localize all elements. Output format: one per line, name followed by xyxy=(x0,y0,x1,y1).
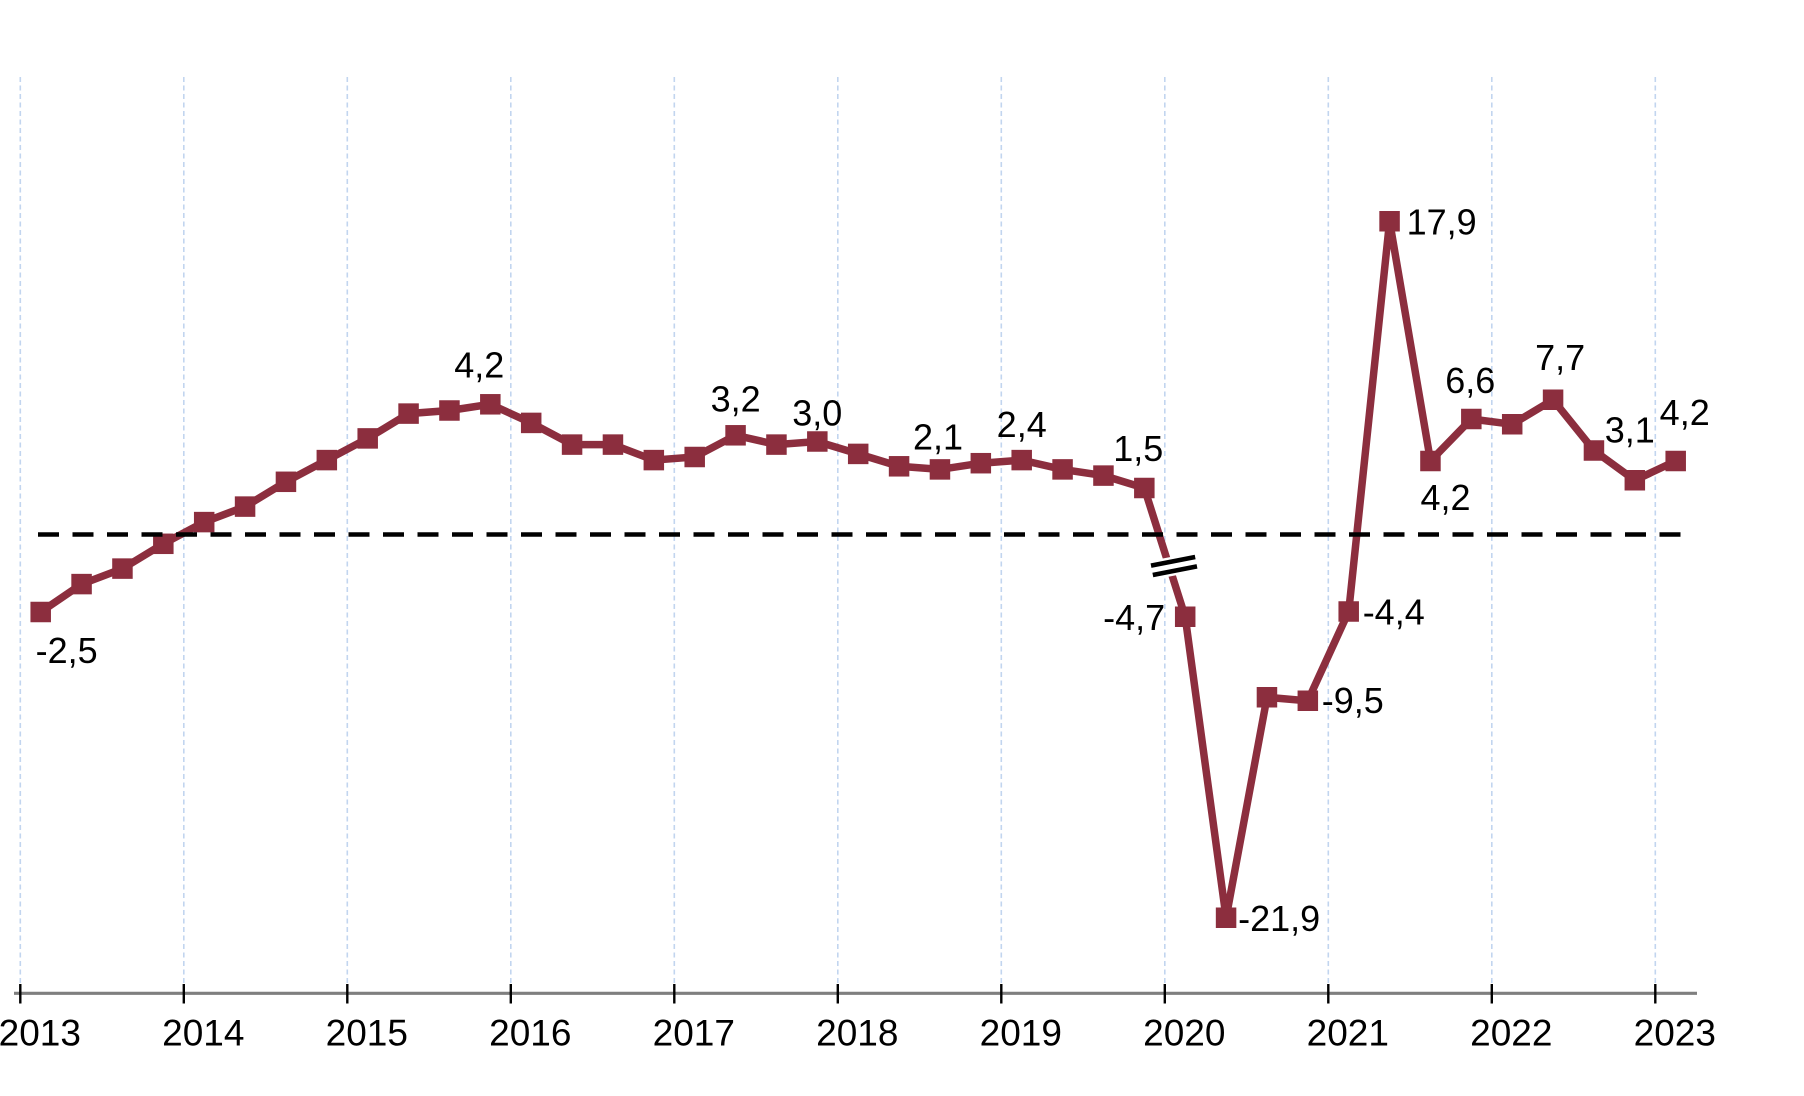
data-point-label: -21,9 xyxy=(1238,898,1320,939)
data-point-marker xyxy=(112,558,133,579)
data-point-label: 2,1 xyxy=(913,416,963,457)
x-tick-label: 2021 xyxy=(1307,1013,1389,1054)
data-point-marker xyxy=(1052,459,1073,480)
data-point-label: -4,7 xyxy=(1103,597,1165,638)
data-point-marker xyxy=(847,443,869,465)
data-point-marker xyxy=(1665,450,1686,472)
data-point-marker xyxy=(1420,450,1441,472)
x-tick-label: 2016 xyxy=(489,1013,571,1054)
data-point-marker xyxy=(1624,470,1646,491)
data-point-label: -2,5 xyxy=(36,630,98,671)
data-point-marker xyxy=(520,412,542,434)
series-markers xyxy=(30,211,1686,928)
data-point-marker xyxy=(970,452,992,474)
data-point-marker xyxy=(1174,606,1196,627)
data-point-marker xyxy=(1256,687,1278,708)
x-axis-ticks xyxy=(19,984,1657,1004)
data-point-marker xyxy=(1461,408,1482,430)
x-tick-label: 2017 xyxy=(653,1013,735,1054)
data-point-marker xyxy=(766,434,787,455)
data-point-marker xyxy=(1338,601,1359,622)
data-point-label: 3,2 xyxy=(711,378,761,419)
data-point-marker xyxy=(1583,440,1605,461)
data-point-marker xyxy=(725,425,746,446)
x-tick-label: 2020 xyxy=(1143,1013,1225,1054)
data-point-marker xyxy=(1379,211,1400,232)
data-point-label: -4,4 xyxy=(1363,592,1425,633)
data-point-marker xyxy=(643,449,665,471)
data-point-marker xyxy=(398,403,419,424)
data-point-marker xyxy=(929,459,951,480)
data-point-label: -9,5 xyxy=(1322,680,1384,721)
data-point-marker xyxy=(1134,477,1155,499)
x-tick-label: 2022 xyxy=(1470,1013,1552,1054)
data-point-marker xyxy=(807,431,828,452)
data-point-marker xyxy=(684,446,705,468)
data-point-marker xyxy=(153,533,174,555)
data-point-marker xyxy=(30,601,51,623)
series-line-group xyxy=(38,220,1678,919)
data-point-marker xyxy=(357,428,378,449)
x-tick-label: 2023 xyxy=(1634,1013,1716,1054)
x-tick-label: 2015 xyxy=(326,1013,408,1054)
data-point-marker xyxy=(602,434,624,455)
vertical-gridlines xyxy=(19,77,1657,985)
data-point-marker xyxy=(234,496,256,517)
x-tick-label: 2018 xyxy=(816,1013,898,1054)
data-point-marker xyxy=(71,573,92,595)
data-point-marker xyxy=(888,456,910,477)
x-tick-label: 2014 xyxy=(162,1013,244,1054)
axis-break-mark xyxy=(1148,552,1200,580)
data-point-marker xyxy=(275,471,297,493)
x-tick-label: 2013 xyxy=(0,1013,81,1054)
x-axis-labels: 2013 2014 2015 2016 2017 2018 2019 2020 2021 2022… xyxy=(0,1013,1716,1054)
data-point-label: 7,7 xyxy=(1535,337,1585,378)
x-tick-label: 2019 xyxy=(980,1013,1062,1054)
data-point-marker xyxy=(480,394,501,415)
data-point-label: 17,9 xyxy=(1407,201,1477,242)
data-point-marker xyxy=(1297,690,1319,711)
data-point-label: 3,0 xyxy=(792,393,842,434)
data-point-label: 4,2 xyxy=(1420,477,1470,518)
data-point-marker xyxy=(1011,449,1032,471)
data-point-marker xyxy=(1215,907,1237,928)
data-point-label: 2,4 xyxy=(997,404,1047,445)
data-point-marker xyxy=(1501,414,1523,435)
data-point-marker xyxy=(316,449,338,471)
data-point-marker xyxy=(561,434,583,455)
data-point-label: 4,2 xyxy=(1660,392,1710,433)
data-point-label: 6,6 xyxy=(1445,360,1495,401)
data-labels: -2,5 4,2 3,2 3,0 2,1 2,4 1,5 -4,7 -21,9 -9,5 -4,4 1… xyxy=(36,201,1710,939)
data-point-label: 3,1 xyxy=(1605,409,1655,450)
data-point-marker xyxy=(439,400,460,421)
data-point-marker xyxy=(1542,389,1564,410)
data-point-label: 4,2 xyxy=(454,344,504,385)
data-point-marker xyxy=(1093,465,1114,486)
data-point-label: 1,5 xyxy=(1113,428,1163,469)
data-point-marker xyxy=(193,511,215,533)
